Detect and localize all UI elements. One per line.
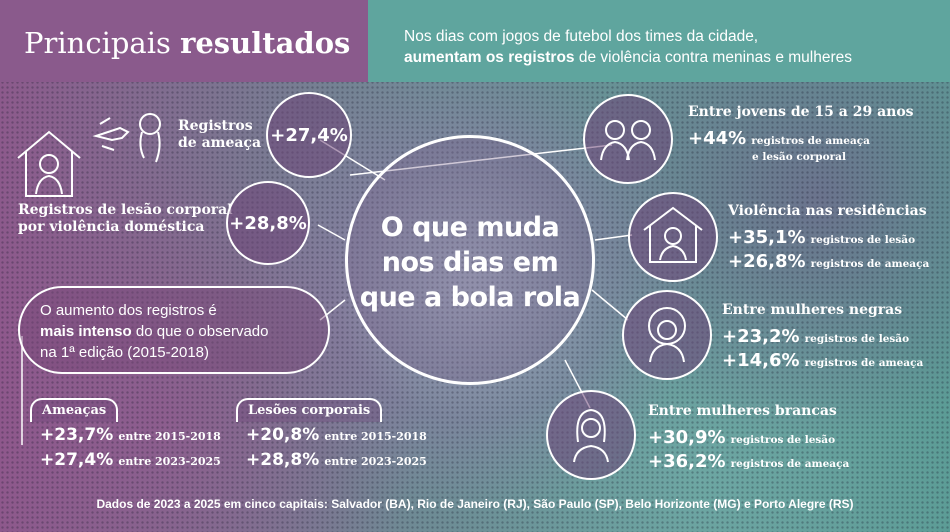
homes-value1: +35,1% — [728, 227, 806, 248]
threats-tab: Ameaças — [30, 398, 119, 422]
black-women-line1: +23,2% registros de lesão — [722, 326, 909, 347]
homes-title: Violência nas residências — [728, 203, 927, 219]
woman-straight-hair-icon — [573, 408, 609, 463]
black-women-icon-circle — [622, 290, 712, 380]
homes-icon-circle — [628, 192, 718, 282]
white-women-icon-circle — [546, 390, 636, 480]
homes-line2: +26,8% registros de ameaça — [728, 251, 929, 272]
headline: Nos dias com jogos de futebol dos times … — [404, 26, 852, 68]
connector-black-women — [591, 289, 629, 321]
center-title: O que muda nos dias em que a bola rola — [345, 210, 595, 315]
youth-icon-circle — [583, 94, 673, 184]
comparison-bold: mais intenso — [40, 323, 132, 340]
title-bold: resultados — [180, 26, 351, 60]
domestic-label-line2: por violência doméstica — [18, 219, 205, 235]
injuries-value2: +28,8% — [246, 450, 320, 470]
injuries-value1: +20,8% — [246, 425, 320, 445]
white-women-title: Entre mulheres brancas — [648, 403, 837, 419]
youth-value: +44% — [688, 128, 747, 149]
youth-title: Entre jovens de 15 a 29 anos — [688, 104, 914, 120]
black-women-value1: +23,2% — [722, 326, 800, 347]
threat-value: +27,4% — [270, 124, 348, 146]
threat-percent-circle: +27,4% — [266, 92, 352, 178]
threats-line2: +27,4% entre 2023-2025 — [40, 450, 221, 470]
headline-band — [368, 0, 950, 82]
homes-desc1: registros de lesão — [810, 234, 916, 246]
threat-label-line1: Registros — [178, 118, 253, 134]
comparison-line3: na 1ª edição (2015-2018) — [40, 344, 210, 361]
black-women-value2: +14,6% — [722, 350, 800, 371]
comparison-rest: do que o observado — [131, 323, 269, 340]
comparison-text: O aumento dos registros é mais intenso d… — [40, 300, 268, 363]
headline-line1: Nos dias com jogos de futebol dos times … — [404, 28, 759, 45]
title-light: Principais — [24, 26, 171, 60]
white-women-line2: +36,2% registros de ameaça — [648, 451, 849, 472]
threats-period2: entre 2023-2025 — [118, 455, 221, 468]
page-title: Principais resultados — [24, 26, 350, 60]
homes-value2: +26,8% — [728, 251, 806, 272]
connector-domestic — [317, 224, 346, 241]
title-band — [0, 0, 368, 82]
threats-period1: entre 2015-2018 — [118, 430, 221, 443]
homes-line1: +35,1% registros de lesão — [728, 227, 915, 248]
domestic-value: +28,8% — [229, 212, 307, 234]
threat-label-line2: de ameaça — [178, 135, 262, 151]
youth-line: +44% registros de ameaça — [688, 128, 870, 149]
threat-label: Registros de ameaça — [178, 118, 261, 152]
woman-house-icon — [14, 128, 84, 200]
threats-value1: +23,7% — [40, 425, 114, 445]
youth-desc1: registros de ameaça — [751, 135, 870, 147]
domestic-percent-circle: +28,8% — [226, 181, 310, 265]
center-circle — [345, 135, 595, 385]
white-women-desc2: registros de ameaça — [730, 458, 850, 470]
threats-line1: +23,7% entre 2015-2018 — [40, 425, 221, 445]
injuries-tab: Lesões corporais — [236, 398, 383, 422]
connector-homes — [594, 234, 633, 241]
threats-value2: +27,4% — [40, 450, 114, 470]
comparison-line2: mais intenso do que o observado — [40, 321, 268, 342]
black-women-line2: +14,6% registros de ameaça — [722, 350, 923, 371]
center-line3: que a bola rola — [359, 282, 581, 313]
headline-rest: de violência contra meninas e mulheres — [574, 49, 852, 66]
woman-curly-hair-icon — [648, 307, 686, 363]
center-line1: O que muda — [380, 212, 560, 243]
house-woman-icon — [643, 206, 703, 263]
comparison-line1: O aumento dos registros é — [40, 302, 217, 319]
black-women-desc1: registros de lesão — [804, 333, 910, 345]
black-women-title: Entre mulheres negras — [722, 302, 903, 318]
headline-bold: aumentam os registros — [404, 49, 575, 66]
pointing-hand-icon — [92, 106, 172, 170]
injuries-line2: +28,8% entre 2023-2025 — [246, 450, 427, 470]
injuries-period1: entre 2015-2018 — [324, 430, 427, 443]
injuries-line1: +20,8% entre 2015-2018 — [246, 425, 427, 445]
black-women-desc2: registros de ameaça — [804, 357, 924, 369]
injuries-period2: entre 2023-2025 — [324, 455, 427, 468]
two-women-icon — [600, 120, 656, 161]
domestic-label-line1: Registros de lesão corporal — [18, 202, 233, 218]
youth-desc2: e lesão corporal — [752, 151, 846, 163]
white-women-line1: +30,9% registros de lesão — [648, 427, 835, 448]
white-women-value1: +30,9% — [648, 427, 726, 448]
homes-desc2: registros de ameaça — [810, 258, 930, 270]
white-women-value2: +36,2% — [648, 451, 726, 472]
domestic-label: Registros de lesão corporal por violênci… — [18, 202, 233, 236]
center-line2: nos dias em — [381, 247, 559, 278]
white-women-desc1: registros de lesão — [730, 434, 836, 446]
comparison-pill — [18, 286, 330, 374]
headline-line2: aumentam os registros de violência contr… — [404, 47, 852, 68]
footer-source: Dados de 2023 a 2025 em cinco capitais: … — [96, 497, 854, 511]
